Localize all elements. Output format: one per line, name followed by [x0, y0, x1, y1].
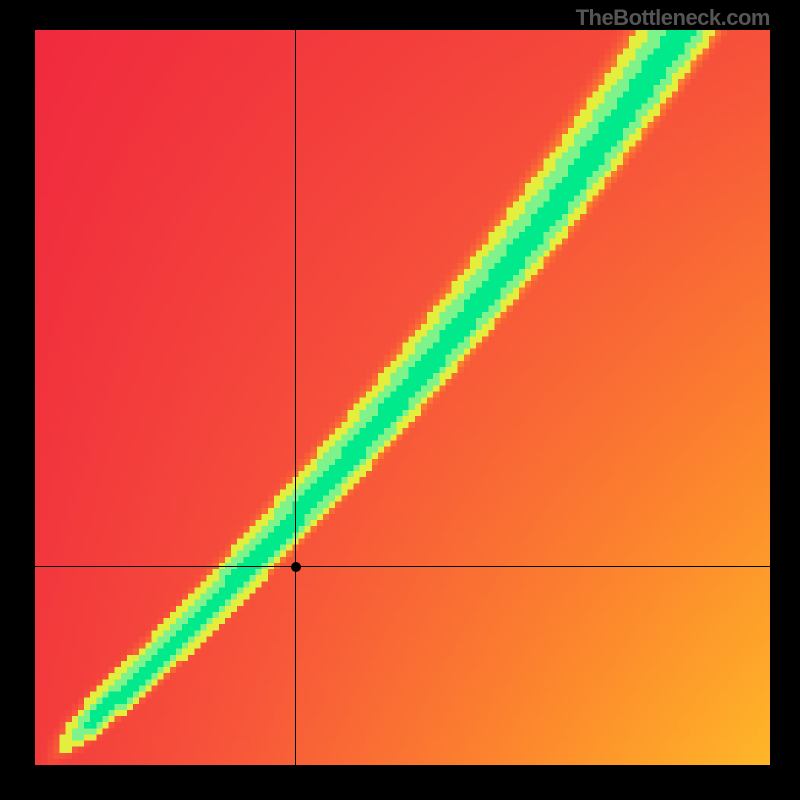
crosshair-dot	[291, 562, 301, 572]
crosshair-vertical-line	[295, 30, 296, 765]
crosshair-horizontal-line	[35, 566, 770, 567]
chart-frame: TheBottleneck.com	[0, 0, 800, 800]
watermark-text: TheBottleneck.com	[576, 5, 770, 31]
heatmap-canvas	[35, 30, 770, 765]
plot-area	[35, 30, 770, 765]
